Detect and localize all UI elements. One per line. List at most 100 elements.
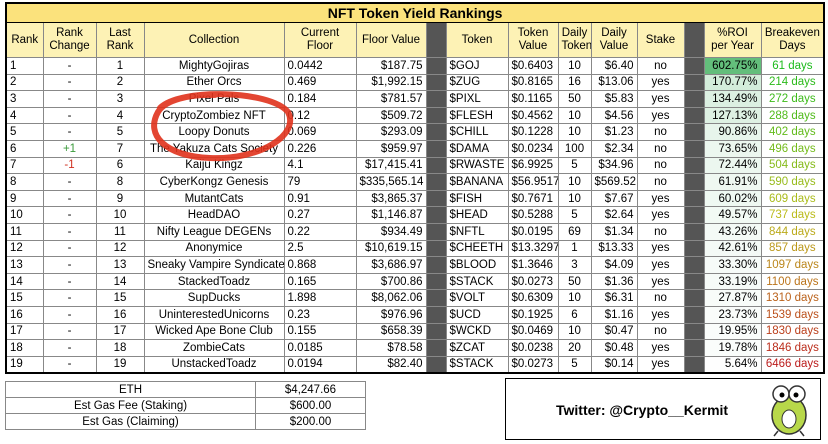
floor-value-cell: $82.40 (355, 355, 427, 374)
rank-change-cell: - (42, 256, 97, 274)
current-floor-cell: 0.155 (283, 322, 357, 341)
last-rank-cell: 12 (95, 239, 145, 258)
token-value-cell: $1.3646 (507, 256, 559, 274)
collection-cell: Loopy Donuts (143, 123, 285, 141)
stake-cell: no (636, 57, 685, 75)
daily-token-cell: 69 (557, 222, 592, 241)
breakeven-cell: 214 days (760, 73, 825, 92)
header-cell: Daily Token (557, 22, 592, 58)
rank-cell: 15 (5, 289, 44, 307)
rank-cell: 5 (5, 123, 44, 141)
header-cell: Collection (143, 22, 285, 58)
last-rank-cell: 9 (95, 189, 145, 208)
summary-value: $600.00 (255, 397, 366, 414)
breakeven-cell: 402 days (760, 123, 825, 141)
header-cell: Current Floor (283, 22, 357, 58)
daily-value-cell: $0.48 (590, 339, 638, 357)
data-row: 19-19 UnstackedToadz 0.0194 $82.40 $STACK $0.… (5, 355, 825, 374)
rank-cell: 13 (5, 256, 44, 274)
roi-cell: 19.78% (703, 339, 762, 357)
summary-value: $4,247.66 (255, 381, 366, 398)
current-floor-cell: 0.91 (283, 189, 357, 208)
header-cell: Rank Change (42, 22, 97, 58)
floor-value-cell: $934.49 (355, 222, 427, 241)
breakeven-cell: 1539 days (760, 305, 825, 324)
breakeven-cell: 496 days (760, 139, 825, 158)
collection-cell: UnstackedToadz (143, 355, 285, 374)
current-floor-cell: 0.22 (283, 222, 357, 241)
frog-icon (771, 385, 807, 437)
rank-change-cell: - (42, 272, 97, 291)
stake-cell: yes (636, 305, 685, 324)
gap (425, 339, 447, 357)
roi-cell: 127.13% (703, 106, 762, 125)
gap (683, 22, 705, 58)
roi-cell: 43.26% (703, 222, 762, 241)
rank-cell: 1 (5, 57, 44, 75)
gap (683, 189, 705, 208)
stake-cell: yes (636, 189, 685, 208)
gap (425, 173, 447, 191)
collection-cell: The Yakuza Cats Society (143, 139, 285, 158)
rank-change-cell: - (42, 106, 97, 125)
last-rank-cell: 10 (95, 206, 145, 224)
floor-value-cell: $1,992.15 (355, 73, 427, 92)
gap (425, 206, 447, 224)
collection-cell: ZombieCats (143, 339, 285, 357)
collection-cell: UninterestedUnicorns (143, 305, 285, 324)
current-floor-cell: 4.1 (283, 156, 357, 175)
last-rank-cell: 3 (95, 90, 145, 108)
stake-cell: yes (636, 355, 685, 374)
breakeven-cell: 6466 days (760, 355, 825, 374)
last-rank-cell: 14 (95, 272, 145, 291)
rank-cell: 12 (5, 239, 44, 258)
rank-cell: 14 (5, 272, 44, 291)
data-row: 9-9 MutantCats 0.91 $3,865.37 $FISH $0.7671 10… (5, 189, 825, 208)
token-cell: $NFTL (445, 222, 509, 241)
floor-value-cell: $700.86 (355, 272, 427, 291)
collection-cell: Kaiju Kingz (143, 156, 285, 175)
token-cell: $GOJ (445, 57, 509, 75)
rank-change-cell: - (42, 355, 97, 374)
gap (683, 206, 705, 224)
roi-cell: 49.57% (703, 206, 762, 224)
token-value-cell: $0.1228 (507, 123, 559, 141)
rankings-table: NFT Token Yield Rankings Rank Rank Change… (5, 2, 826, 375)
current-floor-cell: 0.0185 (283, 339, 357, 357)
rank-cell: 16 (5, 305, 44, 324)
daily-value-cell: $2.34 (590, 139, 638, 158)
data-row: 11-11 Nifty League DEGENs 0.22 $934.49 $NFTL… (5, 222, 825, 241)
daily-value-cell: $1.34 (590, 222, 638, 241)
data-row: 7 -1 6 Kaiju Kingz 4.1 $17,415.41 $RWASTE $6.99… (5, 156, 825, 175)
floor-value-cell: $335,565.14 (355, 173, 427, 191)
token-value-cell: $0.0273 (507, 272, 559, 291)
floor-value-cell: $3,865.37 (355, 189, 427, 208)
daily-token-cell: 16 (557, 73, 592, 92)
rank-change-cell: - (42, 322, 97, 341)
daily-token-cell: 10 (557, 123, 592, 141)
rank-cell: 17 (5, 322, 44, 341)
rank-change-cell: - (42, 339, 97, 357)
header-cell: Daily Value (590, 22, 638, 58)
summary-value: $200.00 (255, 413, 366, 430)
rank-cell: 7 (5, 156, 44, 175)
roi-cell: 134.49% (703, 90, 762, 108)
gap (683, 90, 705, 108)
collection-cell: Pixel Pals (143, 90, 285, 108)
last-rank-cell: 17 (95, 322, 145, 341)
summary-table: ETH $4,247.66 Est Gas Fee (Staking) $600.00… (5, 381, 366, 430)
token-value-cell: $56.9517 (507, 173, 559, 191)
current-floor-cell: 0.226 (283, 139, 357, 158)
collection-cell: Ether Orcs (143, 73, 285, 92)
data-row: 18-18 ZombieCats 0.0185 $78.58 $ZCAT $0.0238 2… (5, 339, 825, 357)
data-row: 12-12 Anonymice 2.5 $10,619.15 $CHEETH $13.32… (5, 239, 825, 258)
current-floor-cell: 0.165 (283, 272, 357, 291)
token-value-cell: $0.0469 (507, 322, 559, 341)
token-cell: $FISH (445, 189, 509, 208)
data-row: 1-1 MightyGojiras 0.0442 $187.75 $GOJ $0.6403… (5, 57, 825, 75)
last-rank-cell: 18 (95, 339, 145, 357)
rank-change-cell: -1 (42, 156, 97, 175)
last-rank-cell: 1 (95, 57, 145, 75)
daily-value-cell: $6.40 (590, 57, 638, 75)
gap (683, 139, 705, 158)
